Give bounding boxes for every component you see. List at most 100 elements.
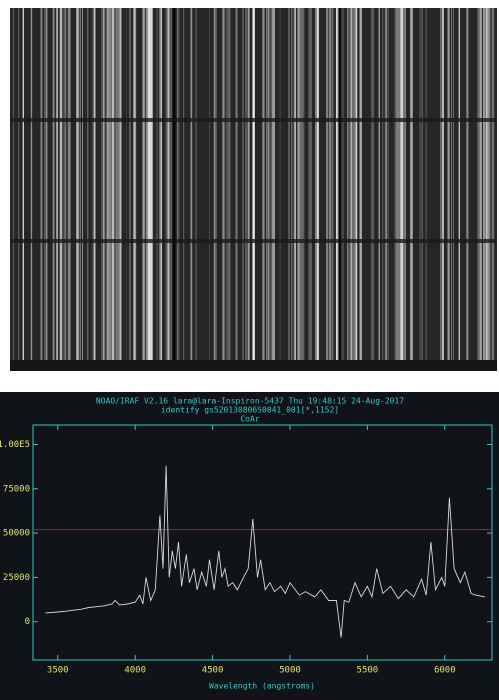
emission-line [82,8,83,371]
emission-line [146,8,149,371]
y-tick-label: 0 [25,617,30,627]
emission-line [384,8,386,371]
emission-line [440,8,442,371]
emission-line [354,8,357,371]
emission-line [288,8,290,371]
emission-line [119,8,122,371]
chip-gap-row [10,118,497,122]
emission-line [447,8,450,371]
plot-window [0,392,499,700]
emission-line [262,8,265,371]
emission-line [267,8,270,371]
emission-line [91,8,94,371]
emission-line [410,8,413,371]
emission-line [59,8,63,371]
x-tick-label: 3500 [47,666,69,676]
emission-line [129,8,131,371]
emission-line [401,8,403,371]
emission-line [404,8,407,371]
emission-line [451,8,452,371]
emission-line [350,8,353,371]
emission-line [56,8,58,371]
emission-line [478,8,481,371]
emission-line [112,8,115,371]
emission-line [336,8,338,371]
emission-line [214,8,217,371]
emission-line [382,8,384,371]
emission-line [111,8,115,371]
emission-line [309,8,312,371]
y-tick-label: 75000 [3,484,30,494]
emission-line [342,8,344,371]
emission-line [177,8,180,371]
emission-line [371,8,375,371]
emission-line [44,8,46,371]
emission-line [422,8,423,371]
x-tick-label: 5500 [357,666,379,676]
emission-line [485,8,488,371]
image-bottom-band [10,360,497,371]
emission-line [116,8,120,371]
emission-line [294,8,296,371]
emission-line [352,8,355,371]
emission-line [316,8,319,371]
emission-line [331,8,334,371]
y-tick-label: 25000 [3,573,30,583]
emission-line [79,8,81,371]
emission-line [225,8,229,371]
emission-line [228,8,231,371]
emission-line [76,8,79,371]
y-tick-label: 1.00E5 [0,440,30,450]
emission-line [347,8,349,371]
emission-line [326,8,329,371]
emission-line [195,8,198,371]
emission-line [279,8,281,371]
emission-line [133,8,136,371]
emission-line [441,8,444,371]
emission-line [488,8,491,371]
emission-line [370,8,373,371]
emission-line [447,8,450,371]
emission-line [118,8,120,371]
emission-line [242,8,244,371]
emission-line [134,8,137,371]
emission-line [100,8,102,371]
emission-line [384,8,388,371]
emission-line [290,8,293,371]
emission-line [302,8,305,371]
emission-line [105,8,109,371]
emission-line [270,8,273,371]
emission-line [419,8,422,371]
emission-line [315,8,317,371]
emission-line [399,8,401,371]
plot-frame [32,424,493,661]
emission-line [115,8,117,371]
emission-line [190,8,193,371]
emission-line [329,8,331,371]
emission-line [248,8,250,371]
spectrum-line [45,465,486,638]
emission-line [106,8,110,371]
emission-line [61,8,64,371]
emission-line [235,8,238,371]
x-tick-label: 6000 [434,666,456,676]
emission-line [381,8,383,371]
emission-line [297,8,301,371]
emission-line [126,8,128,371]
emission-line [477,8,480,371]
emission-line [348,8,350,371]
emission-line [222,8,225,371]
emission-line [30,8,33,371]
emission-line [453,8,454,371]
emission-line [387,8,389,371]
emission-line [308,8,310,371]
emission-line [270,8,273,371]
emission-line [252,8,255,371]
emission-line [213,8,216,371]
emission-line [94,8,96,371]
emission-line [483,8,486,371]
emission-line [395,8,398,371]
spectrum-image [10,8,497,371]
emission-line [354,8,358,371]
